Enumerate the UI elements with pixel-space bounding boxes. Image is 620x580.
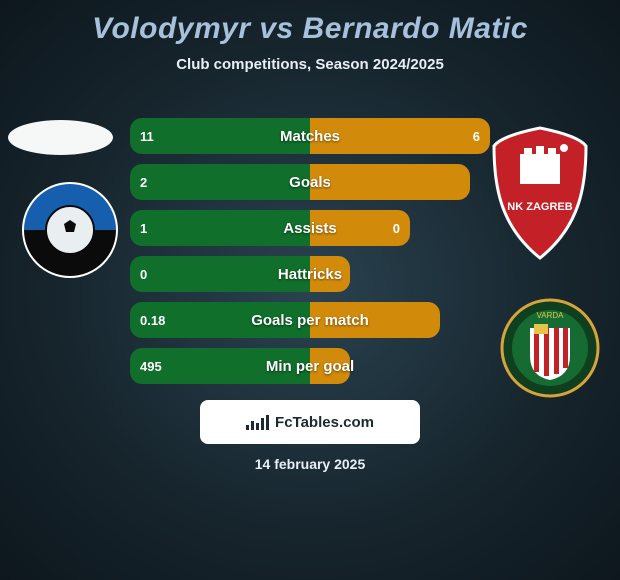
value-right-matches: 6: [473, 129, 480, 144]
svg-text:VARDA: VARDA: [537, 311, 565, 320]
spark-icon: [246, 414, 269, 430]
bar-right-hattricks: [310, 256, 350, 292]
row-hattricks: 0 Hattricks: [130, 256, 490, 292]
club-crest-left: [20, 180, 120, 280]
row-mpg: 495 Min per goal: [130, 348, 490, 384]
bar-left-goals: 2: [130, 164, 310, 200]
date-text: 14 february 2025: [0, 456, 620, 472]
bar-left-matches: 11: [130, 118, 310, 154]
bar-right-assists: 0: [310, 210, 410, 246]
club-crest-right-bottom: VARDA: [500, 298, 600, 398]
row-assists: 1 0 Assists: [130, 210, 490, 246]
value-left-gpm: 0.18: [140, 313, 165, 328]
bar-right-mpg: [310, 348, 350, 384]
brand-text: FcTables.com: [275, 414, 374, 431]
stats-chart: 11 6 Matches 2 Goals 1 0 Assists 0 Hattr…: [130, 118, 490, 394]
page-title: Volodymyr vs Bernardo Matic: [0, 0, 620, 46]
svg-text:NK ZAGREB: NK ZAGREB: [507, 201, 572, 213]
bar-left-hattricks: 0: [130, 256, 310, 292]
value-right-assists: 0: [393, 221, 400, 236]
page-subtitle: Club competitions, Season 2024/2025: [0, 56, 620, 73]
bar-left-mpg: 495: [130, 348, 310, 384]
value-left-assists: 1: [140, 221, 147, 236]
bar-right-gpm: [310, 302, 440, 338]
row-matches: 11 6 Matches: [130, 118, 490, 154]
value-left-goals: 2: [140, 175, 147, 190]
bar-right-matches: 6: [310, 118, 490, 154]
bar-right-goals: [310, 164, 470, 200]
value-left-matches: 11: [140, 129, 154, 144]
club-crest-right-top: NK ZAGREB: [490, 126, 590, 261]
brand-badge: FcTables.com: [200, 400, 420, 444]
bar-left-assists: 1: [130, 210, 310, 246]
value-left-mpg: 495: [140, 359, 162, 374]
player-left-photo: [8, 120, 113, 155]
row-goals: 2 Goals: [130, 164, 490, 200]
bar-left-gpm: 0.18: [130, 302, 310, 338]
value-left-hattricks: 0: [140, 267, 147, 282]
row-gpm: 0.18 Goals per match: [130, 302, 490, 338]
